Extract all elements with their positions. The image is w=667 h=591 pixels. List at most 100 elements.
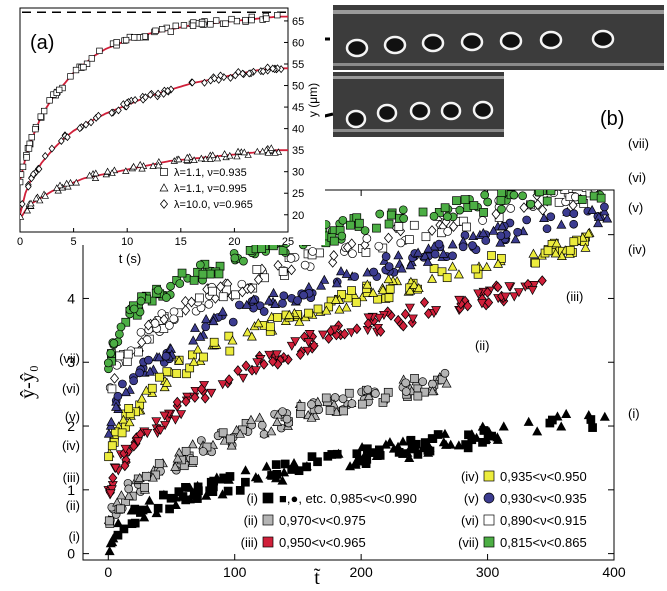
legend-range: ■,●, etc. 0,985<ν<0.990 xyxy=(279,491,417,506)
series-4-point xyxy=(496,254,506,263)
inset-point xyxy=(103,167,112,175)
inset-point xyxy=(20,171,25,178)
series-7-point xyxy=(480,190,490,200)
series-6-point xyxy=(169,314,179,324)
inset-point xyxy=(53,184,61,191)
inset-point xyxy=(136,160,144,168)
micro-droplet xyxy=(539,30,563,50)
series-1-point xyxy=(217,474,228,484)
series-3-point xyxy=(181,396,191,407)
series-2-point xyxy=(413,391,423,401)
series-3-point xyxy=(363,313,374,323)
series-2-point xyxy=(325,406,335,415)
inset-point xyxy=(36,196,44,204)
inset-point xyxy=(95,111,102,120)
series-5-point xyxy=(447,239,458,249)
micro-droplet xyxy=(440,101,462,121)
series-4-point xyxy=(347,286,356,295)
series-4-point xyxy=(362,279,373,289)
series-1 xyxy=(104,408,610,556)
series-1-point xyxy=(588,423,597,432)
series-label-right: (v) xyxy=(628,200,643,215)
series-5-point xyxy=(369,267,379,277)
series-7-point xyxy=(360,226,370,235)
series-2-point xyxy=(338,394,348,404)
legend-marker xyxy=(262,536,274,548)
series-4-point xyxy=(551,238,562,248)
micrograph-top xyxy=(333,5,664,70)
series-1-point xyxy=(261,461,272,471)
series-4-point xyxy=(304,308,313,318)
main-y-tick-label: 2 xyxy=(67,418,75,434)
panel-b-label: (b) xyxy=(600,108,624,130)
series-label-right: (vii) xyxy=(628,136,649,151)
series-1-point xyxy=(235,486,245,495)
series-2-point xyxy=(134,472,145,482)
series-3-point xyxy=(500,292,511,302)
series-2-point xyxy=(116,504,126,514)
series-4-point xyxy=(199,352,208,362)
legend-roman: (iii) xyxy=(241,535,258,550)
series-label-right: (ii) xyxy=(475,338,489,353)
series-2-point xyxy=(188,456,198,465)
series-4-point xyxy=(528,248,539,258)
series-4-point xyxy=(147,383,157,393)
series-7-point xyxy=(257,244,267,253)
series-4-point xyxy=(192,344,203,354)
series-5-point xyxy=(201,322,211,332)
series-7-point xyxy=(337,231,347,241)
series-4-point xyxy=(569,237,579,247)
series-3-point xyxy=(482,286,493,298)
series-5-point xyxy=(331,278,342,288)
series-4-point xyxy=(447,261,458,271)
inset-legend-item: λ=1.1, ν=0.995 xyxy=(159,183,247,195)
series-4-point xyxy=(225,346,235,356)
series-6-point xyxy=(110,372,120,384)
series-label-left: (vi) xyxy=(62,381,80,396)
series-3-point xyxy=(110,464,121,474)
inset-point xyxy=(23,206,31,214)
main-series-labels: (i) (ii) (iii) (iv) (v) (vi) (vii) (i) (ii) (iii)… xyxy=(59,136,649,544)
series-7-point xyxy=(577,195,587,204)
inset-y-tick-label: 25 xyxy=(292,188,304,200)
series-5-point xyxy=(188,335,199,345)
inset-point xyxy=(96,47,103,55)
series-3-point xyxy=(513,288,524,298)
series-5-point xyxy=(106,416,117,426)
inset-point xyxy=(259,67,267,76)
inset-point xyxy=(253,147,262,155)
inset-chart: 0 5 10 15 20 25 20 25 30 35 40 45 50 55 60 65 λ=1.1, ν… xyxy=(5,5,325,266)
legend-item: (iv) 0,935<ν<0.950 xyxy=(461,469,587,484)
series-6-point xyxy=(137,336,147,348)
series-3-point xyxy=(120,444,131,454)
legend-marker xyxy=(483,536,495,548)
series-7-point xyxy=(230,253,240,263)
series-4-point xyxy=(273,313,282,322)
inset-point xyxy=(23,154,30,161)
series-6-point xyxy=(519,202,529,214)
series-2-point xyxy=(401,387,411,396)
series-3-point xyxy=(271,350,282,360)
inset-point xyxy=(27,199,35,207)
series-3-point xyxy=(129,440,139,452)
series-3-point xyxy=(299,331,309,343)
series-label-right: (iv) xyxy=(628,242,646,257)
series-4-point xyxy=(453,269,464,279)
series-5-point xyxy=(145,366,156,376)
series-5-point xyxy=(562,208,571,217)
series-6-point xyxy=(409,220,419,230)
inset-point xyxy=(274,12,281,19)
series-3-point xyxy=(217,380,228,390)
series-2-point xyxy=(226,434,235,444)
series-1-point xyxy=(439,428,450,438)
series-2-point xyxy=(226,440,237,450)
series-1-point xyxy=(142,504,153,514)
series-5-point xyxy=(144,355,153,365)
series-2-point xyxy=(344,388,354,398)
series-5-point xyxy=(319,274,330,284)
series-2-point xyxy=(410,374,419,383)
series-1-point xyxy=(556,421,567,431)
series-3-point xyxy=(241,360,251,372)
inset-point xyxy=(122,36,130,44)
